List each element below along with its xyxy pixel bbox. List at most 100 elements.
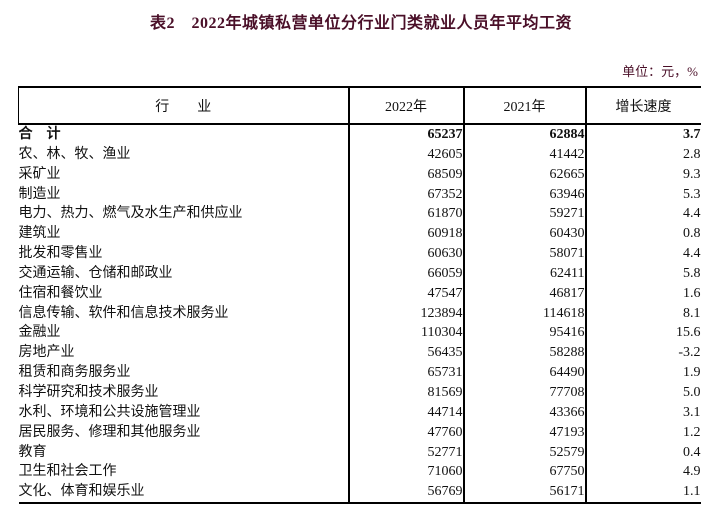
cell-2022: 60630 <box>347 244 464 264</box>
cell-2021: 63946 <box>462 184 586 205</box>
cell-2022: 60918 <box>347 224 464 245</box>
table-row: 交通运输、仓储和邮政业 66059 62411 5.8 <box>18 263 701 284</box>
cell-2022: 110304 <box>347 323 464 344</box>
cell-growth: 5.3 <box>584 184 701 205</box>
cell-2021: 56171 <box>462 482 586 504</box>
table-row: 采矿业 68509 62665 9.3 <box>18 164 701 185</box>
cell-growth: 4.4 <box>584 244 701 264</box>
cell-industry: 卫生和社会工作 <box>18 464 117 480</box>
cell-industry: 文化、体育和娱乐业 <box>18 484 145 500</box>
cell-industry: 批发和零售业 <box>18 246 103 262</box>
cell-industry: 采矿业 <box>18 166 61 182</box>
cell-industry: 居民服务、修理和其他服务业 <box>18 424 201 440</box>
cell-growth: 0.8 <box>584 224 701 245</box>
cell-2022: 52771 <box>347 442 464 463</box>
table-row: 制造业 67352 63946 5.3 <box>18 184 701 205</box>
cell-industry: 信息传输、软件和信息技术服务业 <box>18 305 229 321</box>
cell-2021: 62411 <box>462 263 586 284</box>
cell-2021: 62665 <box>462 164 586 185</box>
cell-growth: 4.4 <box>584 204 701 225</box>
cell-industry: 科学研究和技术服务业 <box>18 384 159 400</box>
cell-industry: 水利、环境和公共设施管理业 <box>18 404 201 420</box>
cell-2022: 61870 <box>347 204 464 225</box>
table-title: 表2 2022年城镇私营单位分行业门类就业人员年平均工资 <box>149 15 572 32</box>
cell-growth: 3.1 <box>584 402 701 423</box>
header-industry: 行 业 <box>18 87 349 124</box>
cell-2022: 56769 <box>347 482 464 504</box>
table-row: 卫生和社会工作 71060 67750 4.9 <box>18 462 701 483</box>
cell-2021: 46817 <box>462 283 586 304</box>
cell-2022: 71060 <box>347 462 464 483</box>
table-row: 住宿和餐饮业 47547 46817 1.6 <box>18 283 701 304</box>
cell-2022: 123894 <box>347 303 464 324</box>
cell-2022: 67352 <box>347 184 464 205</box>
table-row: 教育 52771 52579 0.4 <box>18 442 701 463</box>
cell-2022: 81569 <box>347 382 464 403</box>
cell-growth: 2.8 <box>584 144 701 165</box>
header-growth: 增长速度 <box>584 87 701 124</box>
cell-2021: 95416 <box>462 323 586 344</box>
cell-growth: 5.0 <box>584 382 701 403</box>
cell-industry: 住宿和餐饮业 <box>18 285 103 301</box>
table-row: 居民服务、修理和其他服务业 47760 47193 1.2 <box>18 422 701 443</box>
cell-growth: 1.1 <box>584 482 701 504</box>
cell-industry: 电力、热力、燃气及水生产和供应业 <box>18 206 243 222</box>
cell-growth: 1.9 <box>584 363 701 383</box>
cell-2021: 58071 <box>462 244 586 264</box>
table-row: 水利、环境和公共设施管理业 44714 43366 3.1 <box>18 402 701 423</box>
cell-growth: 1.6 <box>584 283 701 304</box>
table-body: 合 计 65237 62884 3.7 农、林、牧、渔业 42605 41442 2.8 采矿业… <box>18 124 701 504</box>
cell-growth: 8.1 <box>584 303 701 324</box>
table-row: 文化、体育和娱乐业 56769 56171 1.1 <box>18 482 701 504</box>
cell-2021: 47193 <box>462 422 586 443</box>
cell-2021: 59271 <box>462 204 586 225</box>
cell-industry: 房地产业 <box>18 345 75 361</box>
cell-2022: 42605 <box>347 144 464 165</box>
header-2022: 2022年 <box>347 87 464 124</box>
cell-industry: 交通运输、仓储和邮政业 <box>18 265 173 281</box>
table-row: 合 计 65237 62884 3.7 <box>19 124 701 145</box>
cell-2022: 47547 <box>347 283 464 304</box>
cell-2022: 44714 <box>347 402 464 423</box>
wage-table: 行 业 2022年 2021年 增长速度 合 计 65237 62884 3.7 农、林… <box>18 86 701 505</box>
table-row: 批发和零售业 60630 58071 4.4 <box>19 244 701 264</box>
cell-2021: 114618 <box>462 303 586 324</box>
cell-2021: 41442 <box>462 144 586 165</box>
cell-growth: 4.9 <box>584 462 701 483</box>
cell-2021: 60430 <box>462 224 586 245</box>
cell-industry: 教育 <box>18 444 47 460</box>
header-2021: 2021年 <box>462 87 586 124</box>
table-row: 农、林、牧、渔业 42605 41442 2.8 <box>18 144 701 165</box>
cell-2021: 43366 <box>462 402 586 423</box>
table-row: 科学研究和技术服务业 81569 77708 5.0 <box>18 382 701 403</box>
table-row: 建筑业 60918 60430 0.8 <box>18 224 701 245</box>
cell-2022: 56435 <box>347 343 464 364</box>
cell-2021: 58288 <box>462 343 586 364</box>
cell-industry: 制造业 <box>18 186 61 202</box>
cell-2022: 68509 <box>347 164 464 185</box>
cell-growth: 1.2 <box>584 422 701 443</box>
cell-industry: 合 计 <box>18 127 61 142</box>
table-row: 房地产业 56435 58288 -3.2 <box>18 343 701 364</box>
cell-2021: 52579 <box>462 442 586 463</box>
cell-2022: 47760 <box>347 422 464 443</box>
cell-2021: 67750 <box>462 462 586 483</box>
cell-2021: 62884 <box>462 124 586 145</box>
cell-growth: 9.3 <box>584 164 701 185</box>
table-row: 电力、热力、燃气及水生产和供应业 61870 59271 4.4 <box>18 204 701 225</box>
table-row: 信息传输、软件和信息技术服务业 123894 114618 8.1 <box>18 303 701 324</box>
unit-note: 单位：元，% <box>622 64 698 79</box>
cell-2021: 77708 <box>462 382 586 403</box>
cell-2022: 65731 <box>347 363 464 383</box>
cell-industry: 农、林、牧、渔业 <box>18 146 131 162</box>
table-row: 租赁和商务服务业 65731 64490 1.9 <box>19 363 701 383</box>
cell-industry: 建筑业 <box>18 226 61 242</box>
cell-industry: 租赁和商务服务业 <box>18 365 131 381</box>
cell-2022: 65237 <box>347 124 464 145</box>
cell-industry: 金融业 <box>18 325 61 341</box>
header-row: 行 业 2022年 2021年 增长速度 <box>18 87 701 124</box>
table-row: 金融业 110304 95416 15.6 <box>18 323 701 344</box>
cell-growth: 3.7 <box>584 124 701 145</box>
cell-growth: 0.4 <box>584 442 701 463</box>
